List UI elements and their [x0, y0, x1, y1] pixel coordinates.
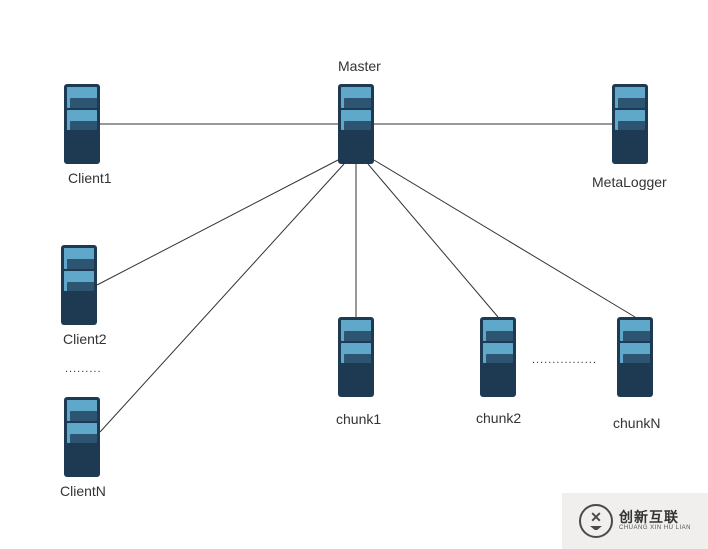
watermark-brand-en: CHUANG XIN HU LIAN [619, 525, 691, 532]
node-client2: Client2 [61, 245, 97, 325]
node-label-client2: Client2 [63, 331, 107, 347]
node-chunk2: chunk2 [480, 317, 516, 397]
watermark-text: 创新互联 CHUANG XIN HU LIAN [619, 510, 691, 532]
node-clientN: ClientN [64, 397, 100, 477]
node-metalogger: MetaLogger [612, 84, 648, 164]
node-client1: Client1 [64, 84, 100, 164]
node-label-client1: Client1 [68, 170, 112, 186]
watermark-logo-icon [579, 504, 613, 538]
server-icon [64, 397, 100, 477]
server-icon [64, 84, 100, 164]
node-label-chunk1: chunk1 [336, 411, 381, 427]
edges-layer [0, 0, 708, 549]
edge-master-chunk2 [368, 164, 498, 317]
server-icon [338, 84, 374, 164]
node-label-master: Master [338, 58, 381, 74]
server-icon [338, 317, 374, 397]
server-icon [61, 245, 97, 325]
watermark-brand-cn: 创新互联 [619, 510, 691, 525]
node-chunkN: chunkN [617, 317, 653, 397]
watermark: 创新互联 CHUANG XIN HU LIAN [562, 493, 708, 549]
node-label-chunkN: chunkN [613, 415, 660, 431]
node-label-chunk2: chunk2 [476, 410, 521, 426]
node-chunk1: chunk1 [338, 317, 374, 397]
edge-master-clientN [100, 164, 344, 432]
edge-master-client2 [97, 160, 338, 285]
server-icon [480, 317, 516, 397]
node-label-metalogger: MetaLogger [592, 174, 667, 190]
ellipsis-0: ......... [65, 363, 102, 375]
ellipsis-1: ................ [532, 354, 597, 366]
server-icon [612, 84, 648, 164]
server-icon [617, 317, 653, 397]
node-label-clientN: ClientN [60, 483, 106, 499]
node-master: Master [338, 84, 374, 164]
